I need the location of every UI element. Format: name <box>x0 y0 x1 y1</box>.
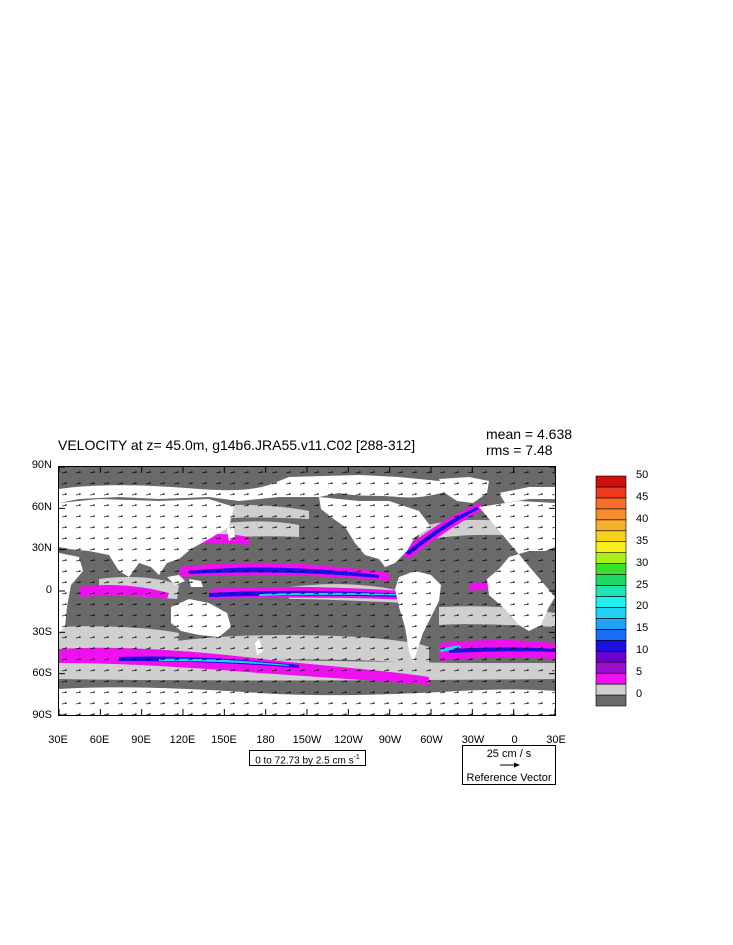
colorbar-tick-label: 35 <box>636 534 649 547</box>
x-tick-label: 30W <box>461 734 485 746</box>
colorbar-tick-label: 5 <box>636 666 643 679</box>
reference-arrow-icon <box>500 762 520 768</box>
colorbar-tick-label: 0 <box>636 688 643 701</box>
velocity-map <box>58 466 556 716</box>
colorbar-swatch <box>595 475 627 488</box>
y-tick-label: 30S <box>32 625 52 638</box>
colorbar-swatch <box>595 519 627 532</box>
colorbar-swatch <box>595 650 627 663</box>
contour-info-text: 0 to 72.73 by 2.5 cm s <box>255 755 354 767</box>
colorbar-swatch <box>595 618 627 630</box>
y-tick-label: 60S <box>32 667 52 680</box>
colorbar-swatch <box>595 596 627 608</box>
colorbar-tick-label: 15 <box>636 622 649 635</box>
colorbar-swatch <box>595 552 627 564</box>
colorbar-tick-label: 45 <box>636 490 649 503</box>
colorbar-swatch <box>595 629 627 641</box>
plot-title: VELOCITY at z= 45.0m, g14b6.JRA55.v11.C0… <box>58 437 416 453</box>
colorbar-swatch <box>595 672 627 685</box>
mean-value: mean = 4.638 <box>486 426 573 442</box>
colorbar-swatch <box>595 530 627 543</box>
colorbar-swatch <box>595 683 627 696</box>
colorbar-swatch <box>595 585 627 597</box>
reference-vector-box: 25 cm / s Reference Vector <box>462 745 556 785</box>
x-tick-label: 150W <box>292 734 322 746</box>
contour-info-box: 0 to 72.73 by 2.5 cm s-1 <box>249 750 366 766</box>
y-tick-label: 90S <box>32 709 52 721</box>
y-tick-label: 30N <box>31 542 52 555</box>
colorbar-swatch <box>595 497 627 510</box>
x-tick-label: 30E <box>546 734 566 746</box>
colorbar-swatch <box>595 607 627 619</box>
colorbar-tick-label: 20 <box>636 600 649 613</box>
colorbar-swatch <box>595 541 627 553</box>
colorbar-swatch <box>595 694 627 707</box>
y-tick-label: 60N <box>31 500 52 513</box>
x-tick-label: 60W <box>420 734 443 746</box>
velocity-vectors <box>59 467 555 715</box>
reference-vector-magnitude: 25 cm / s <box>486 748 532 760</box>
colorbar-tick-label: 30 <box>636 556 649 569</box>
x-tick-label: 120W <box>334 734 363 746</box>
colorbar-swatch <box>595 563 627 575</box>
x-tick-label: 60E <box>89 734 110 746</box>
colorbar-swatch <box>595 639 627 652</box>
map-plot-area <box>58 466 556 716</box>
y-tick-label: 90N <box>31 459 52 471</box>
colorbar-tick-label: 25 <box>636 578 649 591</box>
contour-units-exponent: -1 <box>353 754 360 761</box>
x-tick-label: 180 <box>256 734 275 746</box>
colorbar-tick-label: 10 <box>636 644 649 657</box>
y-tick-label: 0 <box>45 584 52 596</box>
x-tick-label: 90W <box>378 734 402 746</box>
x-tick-label: 0 <box>511 734 518 746</box>
x-tick-label: 150E <box>211 734 237 746</box>
reference-vector-label: Reference Vector <box>466 772 552 784</box>
x-tick-label: 90E <box>131 734 151 746</box>
colorbar <box>595 475 627 707</box>
colorbar-swatch <box>595 486 627 499</box>
x-tick-label: 120E <box>169 734 196 746</box>
colorbar-tick-label: 50 <box>636 469 649 481</box>
rms-value: rms = 7.48 <box>486 442 553 458</box>
colorbar-tick-label: 40 <box>636 512 649 525</box>
x-tick-label: 30E <box>48 734 68 746</box>
colorbar-swatch <box>595 508 627 521</box>
colorbar-swatch <box>595 574 627 586</box>
colorbar-swatch <box>595 661 627 674</box>
